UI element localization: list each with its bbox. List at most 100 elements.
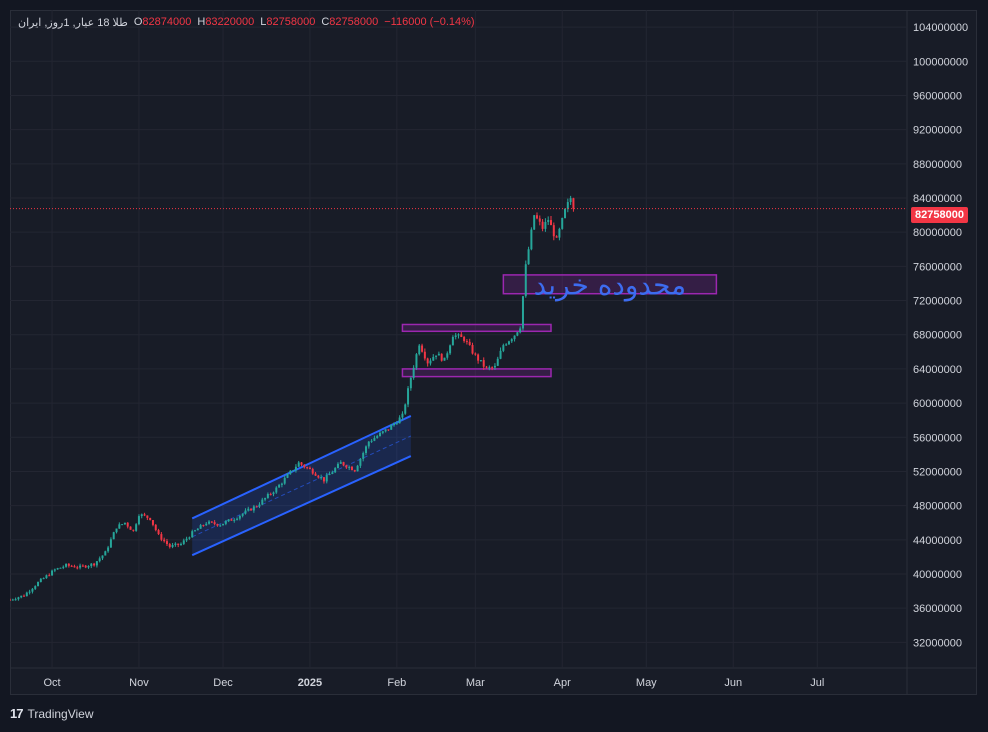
y-tick-label: 60000000 (913, 398, 962, 410)
x-tick-label: Nov (129, 677, 149, 689)
candle-body (258, 504, 261, 507)
candle-body (479, 360, 482, 362)
candle-body (454, 335, 457, 337)
candle-body (157, 530, 160, 535)
candle-body (426, 358, 429, 364)
candle-body (311, 469, 314, 474)
candle-body (62, 566, 65, 568)
candle-body (98, 558, 101, 562)
y-tick-label: 92000000 (913, 125, 962, 137)
candle-body (135, 524, 138, 531)
candle-body (199, 525, 202, 529)
candle-body (151, 520, 154, 525)
candle-body (398, 417, 401, 424)
candle-body (336, 463, 339, 469)
candle-body (194, 530, 197, 532)
y-tick-label: 40000000 (913, 569, 962, 581)
candle-body (555, 236, 558, 238)
candle-body (208, 521, 211, 524)
y-tick-label: 96000000 (913, 90, 962, 102)
candle-body (216, 524, 219, 526)
candle-body (31, 588, 34, 592)
candle-body (507, 341, 510, 345)
candle-body (283, 477, 286, 484)
low-value: 82758000 (266, 16, 316, 28)
candle-body (280, 483, 283, 485)
candle-body (191, 531, 194, 538)
candle-body (348, 466, 351, 468)
candle-body (538, 218, 541, 222)
candle-body (415, 354, 418, 368)
y-tick-label: 84000000 (913, 193, 962, 205)
candle-body (65, 563, 68, 567)
open-label: O (133, 16, 143, 28)
candle-body (266, 494, 269, 498)
candle-body (37, 581, 40, 587)
tradingview-logo-icon: 17 (10, 706, 24, 721)
candle-body (314, 473, 317, 476)
candle-body (339, 462, 342, 464)
candle-body (364, 446, 367, 454)
candle-body (101, 555, 104, 559)
x-tick-label: 2025 (298, 677, 322, 689)
candle-body (474, 353, 477, 355)
candle-body (390, 425, 393, 430)
candle-body (421, 345, 424, 352)
candle-body (123, 522, 126, 525)
channel-upper-line (191, 415, 412, 520)
candle-body (70, 565, 73, 567)
candle-body (465, 341, 468, 343)
candle-body (177, 543, 180, 545)
candle-body (550, 220, 553, 226)
candle-body (547, 220, 550, 222)
candle-body (502, 345, 505, 351)
candle-body (552, 225, 555, 237)
candle-body (345, 465, 348, 468)
candle-body (443, 357, 446, 361)
candle-body (143, 514, 146, 516)
candle-body (477, 354, 480, 361)
candle-body (353, 470, 356, 472)
candle-body (115, 528, 118, 533)
candle-body (17, 597, 20, 600)
candle-body (342, 462, 345, 466)
candle-body (112, 532, 115, 540)
candle-body (317, 475, 320, 478)
tradingview-brand[interactable]: 17 TradingView (10, 706, 94, 721)
candle-body (423, 351, 426, 359)
high-value: 83220000 (205, 16, 255, 28)
candle-body (250, 508, 253, 511)
y-tick-label: 32000000 (913, 637, 962, 649)
candle-body (496, 358, 499, 366)
candle-body (252, 506, 255, 511)
price-chart[interactable]: 32000000 36000000 40000000 44000000 48000000… (10, 10, 977, 695)
candle-body (429, 360, 432, 364)
candle-body (79, 565, 82, 568)
candle-body (149, 517, 152, 521)
candle-body (67, 563, 70, 566)
candle-body (373, 438, 376, 441)
candle-body (569, 198, 572, 203)
buy-zone-box (502, 274, 718, 295)
chart-panel[interactable] (10, 10, 977, 695)
candle-body (289, 470, 292, 475)
close-value: 82758000 (329, 16, 379, 28)
change-value: −116000 (−0.14%) (384, 16, 475, 28)
candle-body (286, 474, 289, 478)
candle-body (185, 538, 188, 541)
candle-body (541, 221, 544, 229)
candle-body (247, 508, 250, 511)
candle-body (491, 367, 494, 369)
candle-body (322, 477, 325, 482)
last-price-badge: 82758000 (911, 207, 968, 223)
candle-body (384, 429, 387, 432)
x-tick-label: Feb (387, 677, 406, 689)
candle-body (14, 599, 17, 601)
candle-body (527, 249, 530, 265)
x-tick-label: Oct (43, 677, 60, 689)
candle-body (278, 484, 281, 488)
y-tick-label: 76000000 (913, 261, 962, 273)
candle-body (238, 515, 241, 519)
candle-body (160, 534, 163, 540)
candle-body (188, 537, 191, 539)
